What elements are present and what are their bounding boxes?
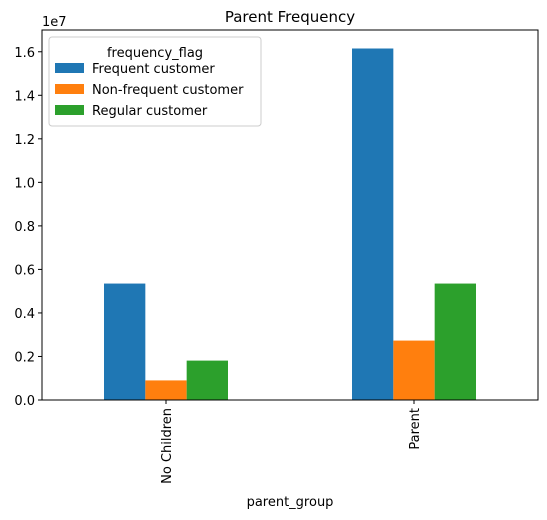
plot-frame — [41, 29, 539, 401]
legend-swatch — [55, 63, 84, 73]
bar — [434, 283, 476, 400]
y-tick-label: 0.8 — [14, 220, 35, 235]
y-tick-label: 0.4 — [14, 307, 35, 322]
y-axis: 0.0 0.2 0.4 0.6 0.8 1.0 1.2 1.4 1.6 — [14, 46, 42, 409]
legend-title: frequency_flag — [107, 46, 203, 61]
legend-entry: Non-frequent customer — [92, 83, 244, 98]
chart-title: Parent Frequency — [225, 8, 355, 26]
bar — [186, 360, 228, 400]
y-tick-label: 1.6 — [14, 46, 35, 61]
x-tick-label: No Children — [160, 408, 175, 484]
y-tick-label: 0.2 — [14, 350, 35, 365]
y-tick-label: 1.4 — [14, 89, 35, 104]
y-tick-label: 1.0 — [14, 176, 35, 191]
x-axis: No Children Parent — [160, 400, 423, 484]
legend-entry: Regular customer — [92, 104, 208, 119]
bars-group — [104, 48, 476, 400]
legend-swatch — [55, 84, 84, 94]
y-scale-label: 1e7 — [42, 15, 67, 30]
x-axis-label: parent_group — [247, 495, 334, 510]
legend-swatch — [55, 105, 84, 115]
bar — [145, 380, 187, 400]
legend-entry: Frequent customer — [92, 62, 215, 77]
bar — [352, 48, 394, 400]
bar — [393, 340, 435, 400]
y-tick-label: 0.0 — [14, 394, 35, 409]
legend-box — [48, 36, 262, 127]
bar — [104, 283, 146, 400]
x-tick-label: Parent — [408, 408, 423, 450]
y-tick-label: 0.6 — [14, 263, 35, 278]
y-tick-label: 1.2 — [14, 133, 35, 148]
